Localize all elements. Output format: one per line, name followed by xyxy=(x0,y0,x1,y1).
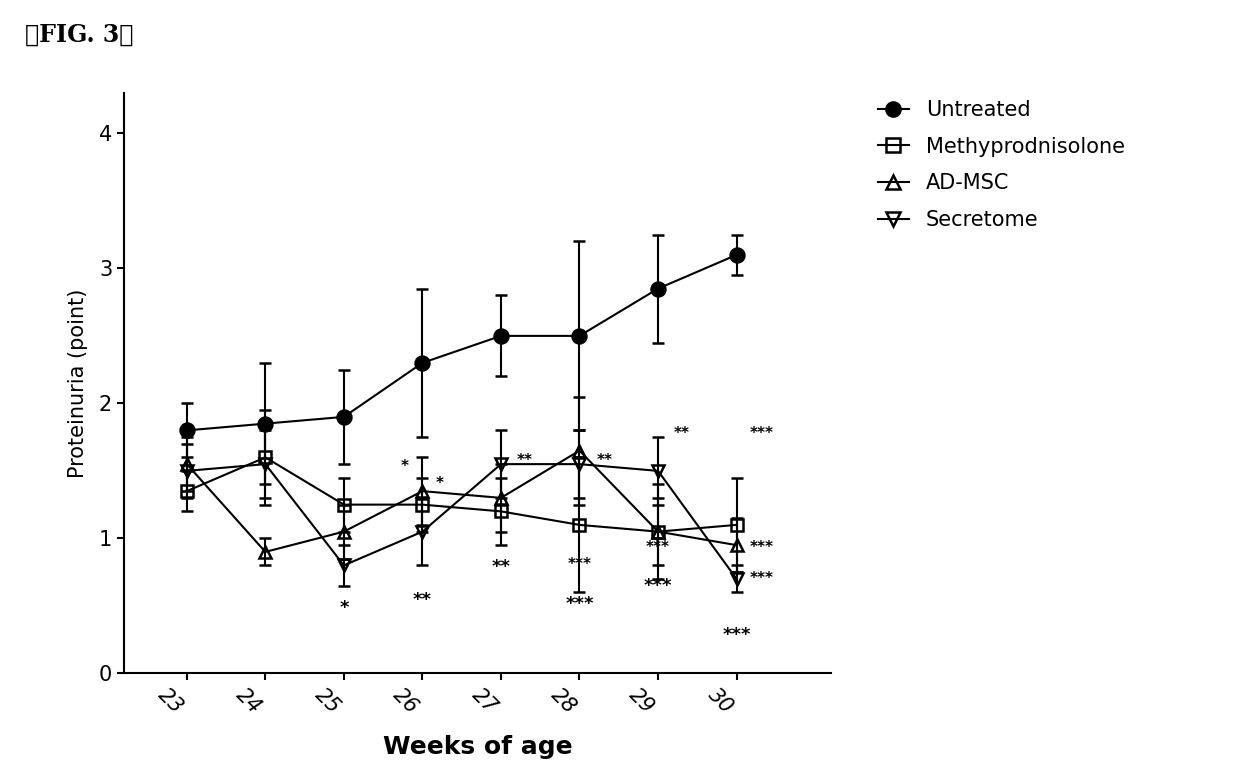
Text: ***: *** xyxy=(750,539,774,555)
Text: ***: *** xyxy=(568,557,591,572)
Text: **: ** xyxy=(517,454,532,468)
Text: *: * xyxy=(402,458,409,474)
Text: ***: *** xyxy=(723,625,750,644)
Y-axis label: Proteinuria (point): Proteinuria (point) xyxy=(68,289,88,478)
Text: *: * xyxy=(340,598,348,617)
Text: **: ** xyxy=(596,454,613,468)
Legend: Untreated, Methyprodnisolone, AD-MSC, Secretome: Untreated, Methyprodnisolone, AD-MSC, Se… xyxy=(869,91,1133,238)
Text: **: ** xyxy=(491,558,511,576)
Text: 【FIG. 3】: 【FIG. 3】 xyxy=(25,23,133,47)
Text: ***: *** xyxy=(646,539,670,555)
Text: **: ** xyxy=(413,591,432,608)
Text: **: ** xyxy=(673,426,689,441)
Text: ***: *** xyxy=(750,426,774,441)
Text: ***: *** xyxy=(644,577,672,595)
X-axis label: Weeks of age: Weeks of age xyxy=(383,735,572,759)
Text: *: * xyxy=(435,476,444,491)
Text: ***: *** xyxy=(565,594,594,613)
Text: ***: *** xyxy=(750,570,774,586)
